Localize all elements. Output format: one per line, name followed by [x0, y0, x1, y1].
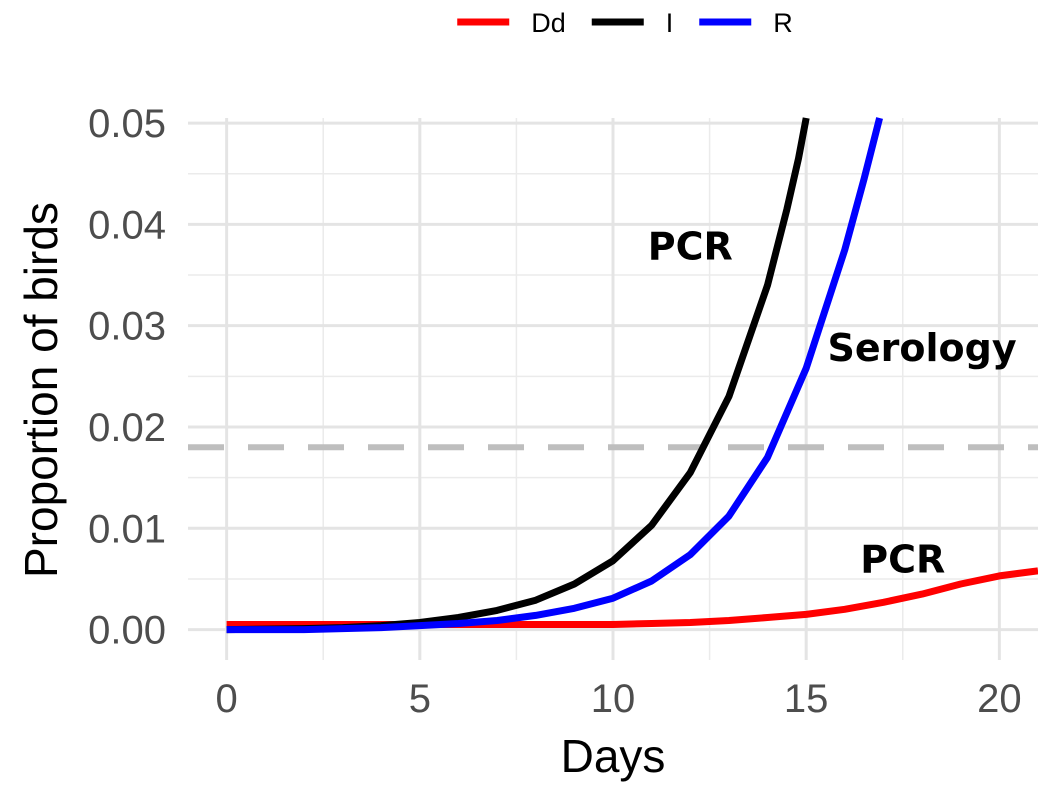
y-tick-labels: 0.00 0.01 0.02 0.03 0.04 0.05 [88, 102, 166, 653]
y-tick-label: 0.05 [88, 102, 166, 146]
x-axis-title: Days [561, 730, 666, 782]
legend-label-dd: Dd [531, 8, 566, 38]
x-tick-label: 15 [784, 677, 829, 721]
y-tick-label: 0.02 [88, 406, 166, 450]
x-tick-label: 20 [977, 677, 1022, 721]
legend-label-i: I [666, 8, 674, 38]
x-tick-label: 10 [591, 677, 636, 721]
y-tick-label: 0.00 [88, 609, 166, 653]
annotation-label: PCR [860, 538, 945, 582]
y-axis-title: Proportion of birds [15, 202, 67, 578]
y-tick-label: 0.03 [88, 305, 166, 349]
legend: Dd I R [457, 8, 793, 38]
series-line-r [226, 117, 883, 634]
x-tick-label: 0 [216, 677, 238, 721]
x-tick-label: 5 [409, 677, 431, 721]
annotation-layer: PCR Serology PCR [648, 225, 1017, 582]
annotation-label: Serology [828, 326, 1017, 370]
y-tick-label: 0.01 [88, 507, 166, 551]
legend-label-r: R [773, 8, 793, 38]
series-layer [226, 117, 1038, 634]
annotation-label: PCR [648, 225, 733, 269]
grid-major [188, 118, 1038, 660]
y-tick-label: 0.04 [88, 203, 166, 247]
x-tick-labels: 0 5 10 15 20 [216, 677, 1022, 721]
